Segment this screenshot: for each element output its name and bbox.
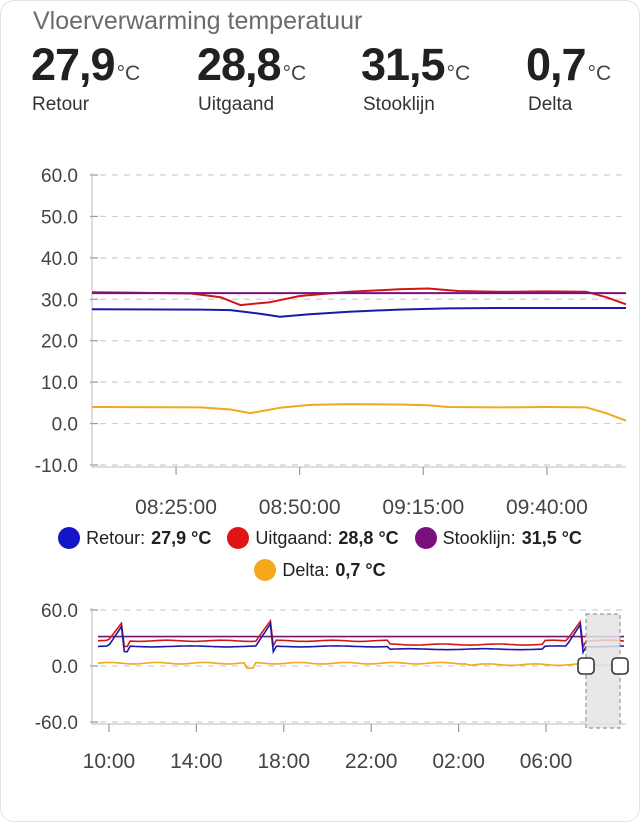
overview-ytick-label: 0.0 — [52, 657, 78, 678]
legend-label-uitgaand: Uitgaand: — [255, 527, 333, 548]
overview-xtick-label: 10:00 — [83, 750, 136, 773]
legend-value-retour: 27,9 °C — [151, 527, 212, 548]
brush-handle-left — [577, 657, 595, 675]
main-grid — [90, 173, 626, 468]
stat-retour-label: Retour — [32, 94, 90, 115]
main-ytick-label: -10.0 — [35, 456, 78, 477]
overview-xtick-label: 02:00 — [432, 750, 485, 773]
main-xtick-label: 08:25:00 — [135, 496, 217, 519]
legend-row-2: Delta: 0,7 °C — [0, 559, 640, 581]
stat-delta-unit: °C — [587, 62, 612, 85]
main-ytick-label: 10.0 — [41, 373, 78, 394]
overview-xtick-label: 18:00 — [257, 750, 310, 773]
overview-xtick-label: 22:00 — [345, 750, 398, 773]
stat-uitgaand-value: 28,8 — [197, 39, 282, 90]
legend-dot-uitgaand — [227, 527, 250, 549]
main-y-axis: 60.0 50.0 40.0 30.0 20.0 10.0 0.0 -10.0 — [35, 166, 78, 477]
stat-retour-value: 27,9 — [31, 39, 116, 90]
legend-dot-retour — [58, 527, 81, 549]
overview-ytick-label: 60.0 — [41, 601, 78, 622]
main-ytick-label: 30.0 — [41, 290, 78, 311]
main-ytick-label: 20.0 — [41, 332, 78, 353]
stat-retour-unit: °C — [116, 62, 141, 85]
overview-ytick-label: -60.0 — [35, 713, 78, 734]
overview-chart[interactable]: 60.0 0.0 -60.0 10:00 14:00 18:00 22:00 02:00 06… — [0, 590, 640, 800]
legend-value-uitgaand: 28,8 °C — [338, 527, 399, 548]
stat-uitgaand-unit: °C — [282, 62, 307, 85]
legend-item-retour[interactable]: Retour: 27,9 °C — [58, 527, 211, 549]
overview-series — [97, 618, 625, 670]
overview-y-axis: 60.0 0.0 -60.0 — [35, 601, 78, 734]
overview-grid — [90, 608, 626, 725]
overview-x-axis: 10:00 14:00 18:00 22:00 02:00 06:00 — [83, 724, 573, 773]
stat-stooklijn-unit: °C — [446, 62, 471, 85]
legend-dot-stooklijn — [414, 527, 437, 549]
main-ytick-label: 0.0 — [52, 415, 78, 436]
legend-label-stooklijn: Stooklijn: — [442, 527, 516, 548]
legend-label-retour: Retour: — [86, 527, 146, 548]
stat-delta-label: Delta — [528, 94, 573, 115]
legend-item-uitgaand[interactable]: Uitgaand: 28,8 °C — [227, 527, 399, 549]
stat-stooklijn-label: Stooklijn — [363, 94, 435, 115]
overview-xtick-label: 06:00 — [520, 750, 573, 773]
stat-uitgaand-label: Uitgaand — [198, 94, 275, 115]
series-line-uitgaand — [91, 287, 627, 307]
main-x-axis: 08:25:00 08:50:00 09:15:00 09:40:00 — [135, 467, 588, 519]
stat-delta-value: 0,7 — [526, 39, 587, 90]
overview-brush — [577, 613, 629, 729]
legend-row-1: Retour: 27,9 °C Uitgaand: 28,8 °C Stooklij… — [0, 527, 640, 549]
legend-value-stooklijn: 31,5 °C — [521, 527, 582, 548]
main-ytick-label: 50.0 — [41, 207, 78, 228]
brush-handle-right — [611, 657, 629, 675]
legend-item-stooklijn[interactable]: Stooklijn: 31,5 °C — [414, 527, 582, 549]
main-xtick-label: 09:40:00 — [506, 496, 588, 519]
legend-label-delta: Delta: — [282, 559, 330, 580]
main-xtick-label: 08:50:00 — [259, 496, 341, 519]
main-line-chart[interactable]: 60.0 50.0 40.0 30.0 20.0 10.0 0.0 -10.0 08:25:0… — [0, 0, 640, 530]
stat-uitgaand[interactable]: 28,8°C — [197, 39, 306, 91]
legend-value-delta: 0,7 °C — [335, 559, 386, 580]
series-line-retour — [91, 307, 626, 318]
main-series — [91, 287, 627, 422]
stat-retour[interactable]: 27,9°C — [31, 39, 140, 91]
main-ytick-label: 40.0 — [41, 249, 78, 270]
overview-line-retour — [97, 621, 625, 655]
legend-dot-delta — [254, 559, 277, 581]
stat-stooklijn-value: 31,5 — [361, 39, 446, 90]
main-xtick-label: 09:15:00 — [382, 496, 464, 519]
overview-xtick-label: 14:00 — [170, 750, 223, 773]
overview-line-delta — [97, 661, 625, 670]
stat-stooklijn[interactable]: 31,5°C — [361, 39, 470, 91]
overview-line-uitgaand — [97, 618, 625, 650]
series-line-delta — [91, 403, 627, 422]
card-title: Vloerverwarming temperatuur — [33, 7, 363, 35]
stat-delta[interactable]: 0,7°C — [526, 39, 611, 91]
main-ytick-label: 60.0 — [41, 166, 78, 187]
legend-item-delta[interactable]: Delta: 0,7 °C — [254, 559, 386, 581]
